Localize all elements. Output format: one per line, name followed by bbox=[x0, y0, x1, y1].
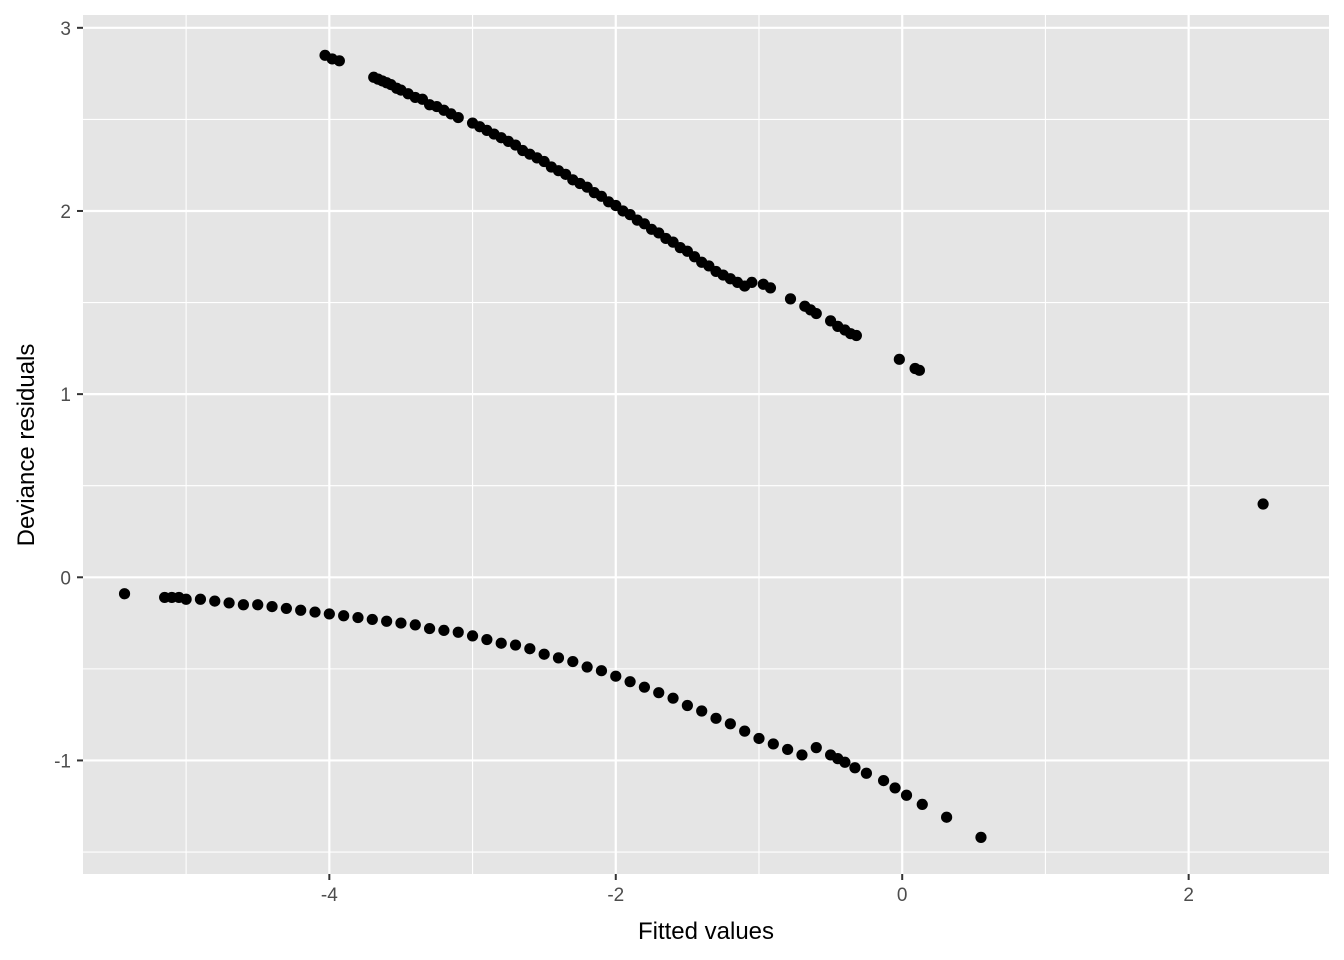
data-point bbox=[209, 595, 221, 607]
data-point bbox=[567, 655, 579, 668]
data-point bbox=[333, 55, 345, 67]
data-point bbox=[916, 798, 928, 811]
data-point bbox=[975, 831, 987, 843]
x-tick-label: 2 bbox=[1183, 885, 1194, 906]
data-point bbox=[309, 606, 321, 618]
data-point bbox=[452, 111, 464, 124]
x-axis-title: Fitted values bbox=[638, 918, 774, 945]
data-point bbox=[681, 699, 693, 712]
x-tick-label: 0 bbox=[897, 885, 908, 906]
data-point bbox=[495, 637, 507, 649]
data-point bbox=[481, 633, 493, 646]
data-point bbox=[118, 588, 131, 600]
data-point bbox=[889, 782, 901, 794]
y-axis-title: Deviance residuals bbox=[13, 344, 40, 547]
axis-ticks bbox=[77, 26, 1190, 880]
data-point bbox=[767, 738, 779, 750]
data-point bbox=[941, 811, 953, 823]
data-point bbox=[764, 282, 777, 294]
data-point bbox=[280, 602, 292, 615]
data-point bbox=[409, 619, 421, 631]
data-point bbox=[860, 767, 873, 779]
data-point bbox=[524, 643, 536, 655]
data-point bbox=[610, 670, 622, 682]
data-point bbox=[746, 276, 758, 289]
data-point bbox=[753, 732, 765, 745]
data-point bbox=[624, 676, 636, 688]
major-gridlines bbox=[83, 15, 1329, 874]
y-tick-label: 2 bbox=[60, 202, 71, 223]
data-point bbox=[466, 630, 479, 642]
x-axis-tick-labels: -4 -2 0 2 bbox=[321, 885, 1194, 906]
data-point bbox=[295, 604, 307, 616]
data-point bbox=[266, 600, 278, 613]
data-point bbox=[1257, 498, 1269, 510]
x-tick-label: -2 bbox=[607, 885, 624, 906]
data-point bbox=[724, 718, 736, 730]
data-point bbox=[423, 622, 436, 635]
data-point bbox=[810, 742, 822, 754]
data-points bbox=[118, 49, 1269, 843]
data-point bbox=[667, 692, 679, 704]
data-point bbox=[366, 613, 378, 626]
data-point bbox=[538, 648, 550, 660]
plot-panel bbox=[83, 15, 1329, 874]
data-point bbox=[595, 665, 608, 677]
data-point bbox=[893, 353, 905, 365]
data-point bbox=[810, 307, 822, 320]
data-point bbox=[581, 661, 593, 673]
data-point bbox=[552, 652, 565, 664]
data-point bbox=[850, 329, 862, 342]
data-point bbox=[338, 610, 350, 622]
data-point bbox=[223, 597, 235, 609]
data-point bbox=[796, 749, 808, 761]
y-tick-label: 3 bbox=[60, 19, 71, 40]
x-tick-label: -4 bbox=[321, 885, 338, 906]
y-tick-label: -1 bbox=[54, 751, 71, 772]
data-point bbox=[252, 599, 264, 611]
data-point bbox=[849, 762, 861, 774]
data-point bbox=[452, 626, 464, 638]
data-point bbox=[194, 593, 207, 605]
data-point bbox=[710, 712, 722, 724]
data-point bbox=[696, 705, 708, 717]
y-axis-tick-labels: -1 0 1 2 3 bbox=[54, 19, 71, 773]
data-point bbox=[352, 611, 364, 624]
data-point bbox=[784, 293, 797, 305]
y-tick-label: 1 bbox=[60, 385, 71, 406]
y-tick-label: 0 bbox=[60, 568, 71, 589]
data-point bbox=[877, 774, 890, 787]
data-point bbox=[323, 608, 335, 620]
data-point bbox=[395, 617, 407, 629]
data-point bbox=[739, 725, 751, 737]
data-point bbox=[509, 639, 522, 651]
data-point bbox=[913, 364, 925, 376]
data-point bbox=[237, 599, 250, 611]
data-point bbox=[839, 756, 851, 768]
data-point bbox=[381, 615, 393, 627]
data-point bbox=[180, 593, 192, 605]
data-point bbox=[782, 743, 794, 756]
data-point bbox=[900, 789, 913, 801]
minor-gridlines bbox=[83, 15, 1329, 874]
data-point bbox=[638, 681, 651, 693]
data-point bbox=[653, 687, 665, 699]
data-point bbox=[438, 624, 450, 637]
